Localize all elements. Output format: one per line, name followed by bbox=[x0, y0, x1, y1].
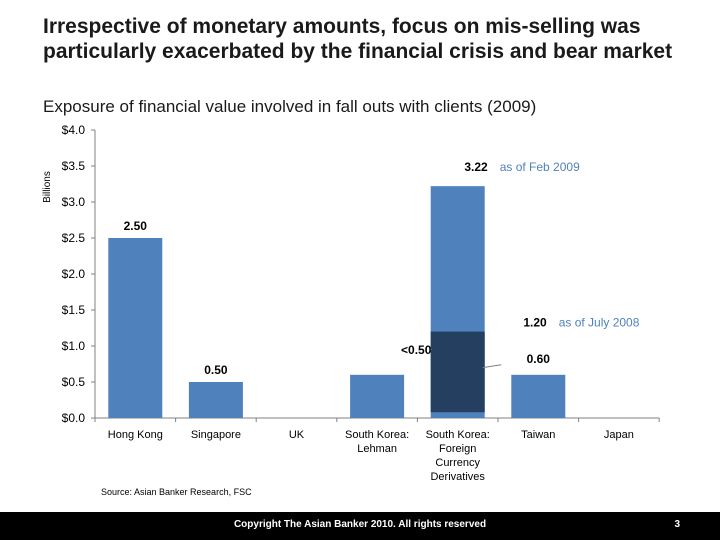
slide-title: Irrespective of monetary amounts, focus … bbox=[43, 15, 673, 63]
x-category-label: South Korea: Lehman bbox=[345, 429, 409, 455]
x-category-label-line: Foreign bbox=[439, 443, 476, 455]
page-number: 3 bbox=[674, 519, 680, 530]
x-category-label-line: South Korea: bbox=[345, 429, 409, 441]
y-tick-label: $0.5 bbox=[62, 375, 86, 389]
data-label: 2.50 bbox=[124, 219, 148, 233]
source-note: Source: Asian Banker Research, FSC bbox=[101, 487, 252, 497]
x-category-label-line: Japan bbox=[604, 429, 634, 441]
x-category-label: Hong Kong bbox=[108, 429, 163, 441]
y-axis-title: Billions bbox=[42, 171, 53, 203]
x-category-label: Japan bbox=[604, 429, 634, 441]
overlay-label-note: as of July 2008 bbox=[559, 316, 640, 330]
bar bbox=[511, 374, 566, 418]
bar bbox=[350, 374, 405, 418]
x-category-label: UK bbox=[289, 429, 305, 441]
copyright-text: Copyright The Asian Banker 2010. All rig… bbox=[233, 519, 487, 530]
x-category-label: Singapore bbox=[191, 429, 241, 441]
x-category-label-line: Currency bbox=[435, 457, 480, 469]
overlay-label: 1.20 bbox=[523, 316, 547, 330]
y-tick-label: $2.5 bbox=[62, 231, 86, 245]
x-category-label-line: Taiwan bbox=[521, 429, 555, 441]
data-label: 0.60 bbox=[527, 352, 551, 366]
data-label: 0.50 bbox=[204, 363, 228, 377]
x-category-label-line: Hong Kong bbox=[108, 429, 163, 441]
footer-bar: Copyright The Asian Banker 2010. All rig… bbox=[0, 512, 720, 540]
chart-title: Exposure of financial value involved in … bbox=[43, 97, 537, 116]
data-label-note: as of Feb 2009 bbox=[500, 160, 580, 174]
x-category-label-line: Singapore bbox=[191, 429, 241, 441]
bar bbox=[108, 238, 163, 418]
leader-line bbox=[482, 364, 502, 369]
leader-line bbox=[430, 348, 432, 351]
x-category-label: South Korea: Foreign Currency Derivatives bbox=[426, 429, 490, 483]
data-label: 3.22 bbox=[464, 160, 488, 174]
bar bbox=[188, 382, 243, 418]
bar-chart: $0.0 $0.5 $1.0 $1.5 $2.0 $2.5 $3.0 $3.5 $4.0 Bill… bbox=[42, 123, 660, 483]
x-category-label-line: Derivatives bbox=[430, 471, 485, 483]
x-category-label-line: South Korea: bbox=[426, 429, 490, 441]
y-tick-label: $1.0 bbox=[62, 339, 86, 353]
y-tick-label: $3.0 bbox=[62, 195, 86, 209]
y-tick-label: $3.5 bbox=[62, 159, 86, 173]
x-category-label: Taiwan bbox=[521, 429, 555, 441]
y-tick-label: $0.0 bbox=[62, 411, 86, 425]
x-category-label-line: Lehman bbox=[357, 443, 397, 455]
y-tick-label: $2.0 bbox=[62, 267, 86, 281]
x-category-label-line: UK bbox=[289, 429, 305, 441]
y-tick-label: $1.5 bbox=[62, 303, 86, 317]
overlay-bar bbox=[430, 331, 485, 413]
y-tick-label: $4.0 bbox=[62, 123, 86, 137]
data-label: <0.50 bbox=[401, 343, 432, 357]
